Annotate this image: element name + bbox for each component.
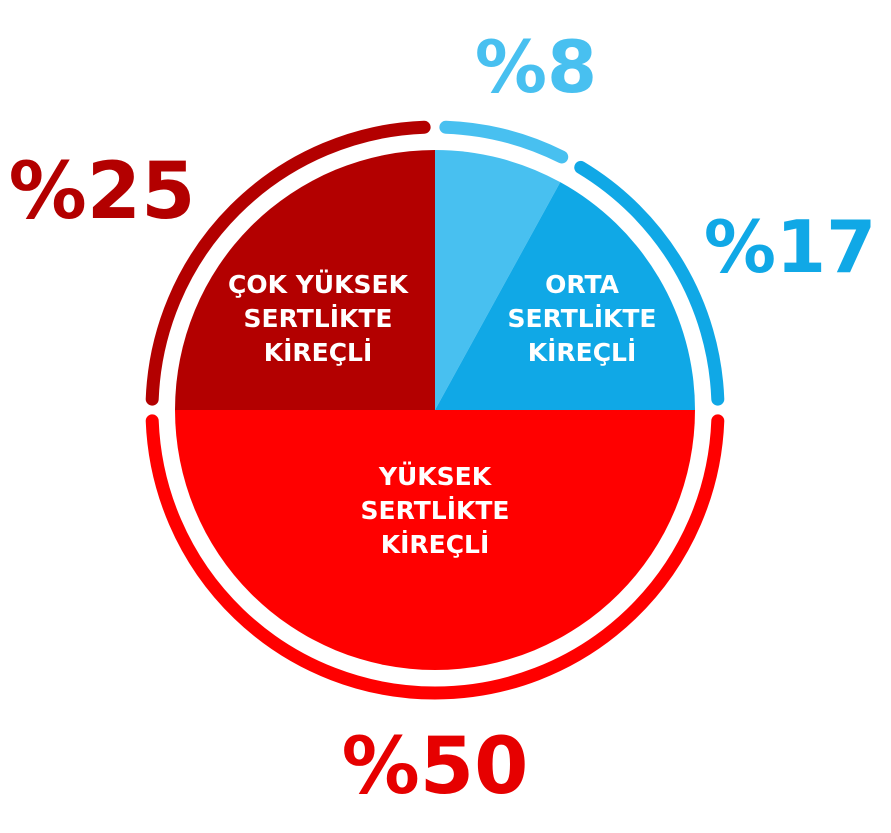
value-labels: %50 %25 %8 %17 [9, 25, 877, 812]
slice-label-line: SERTLİKTE [244, 303, 393, 333]
pie-slice [435, 182, 695, 410]
pie-slice [175, 150, 435, 410]
ring-arc [145, 120, 431, 406]
value-label: %8 [475, 25, 597, 109]
slice-label-line: YÜKSEK [378, 461, 493, 491]
slice-label-line: KİREÇLİ [264, 337, 373, 367]
value-label: %17 [704, 205, 876, 289]
slice-label-line: SERTLİKTE [508, 303, 657, 333]
ring-arc [574, 160, 725, 406]
slice-label: ORTA SERTLİKTE KİREÇLİ [508, 270, 657, 367]
slice-label-line: ÇOK YÜKSEK [228, 269, 410, 299]
value-label: %25 [9, 147, 196, 237]
slice-label-line: SERTLİKTE [361, 495, 510, 525]
slice-label-line: ORTA [545, 270, 619, 299]
pie-slices [175, 150, 695, 670]
slice-label-line: KİREÇLİ [528, 337, 637, 367]
slice-labels: YÜKSEK SERTLİKTE KİREÇLİ ÇOK YÜKSEK SERTLİKT… [228, 269, 656, 559]
slice-label: ÇOK YÜKSEK SERTLİKTE KİREÇLİ [228, 269, 410, 367]
value-label: %50 [342, 722, 529, 812]
pie-slice [175, 410, 695, 670]
ring-arc [439, 120, 569, 164]
ring-arc [145, 414, 725, 700]
slice-label-line: KİREÇLİ [381, 529, 490, 559]
slice-label: YÜKSEK SERTLİKTE KİREÇLİ [361, 461, 510, 559]
outer-ring [145, 120, 725, 700]
pie-slice [435, 150, 561, 410]
